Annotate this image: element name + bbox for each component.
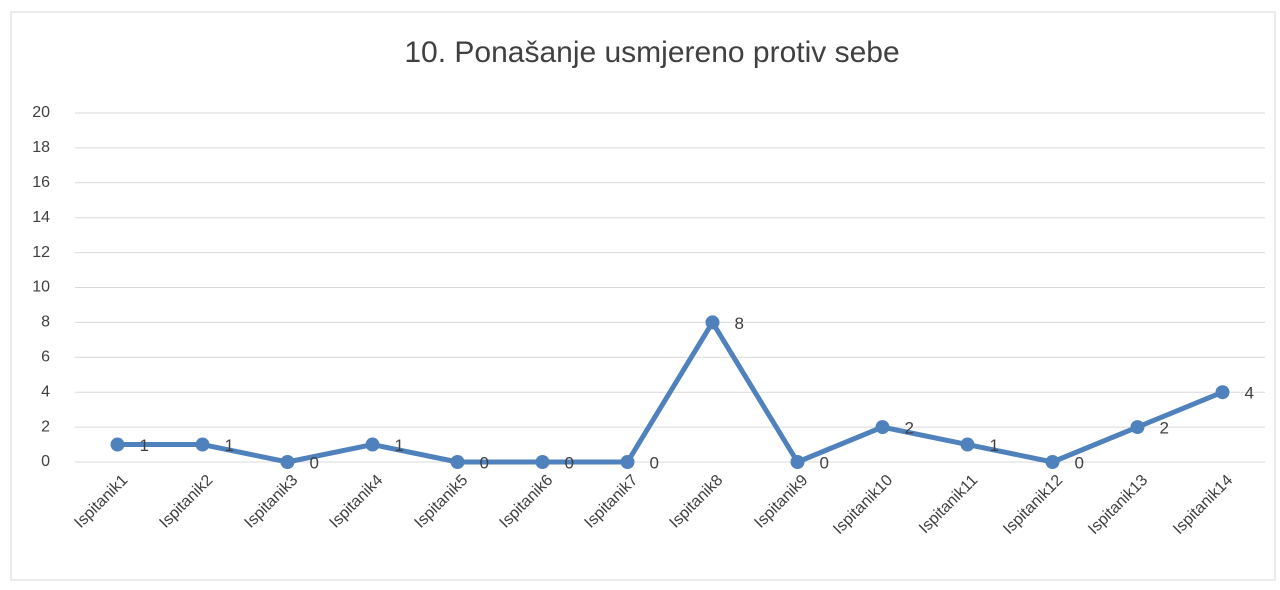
data-label: 1 [990, 436, 999, 455]
marker [450, 455, 465, 469]
data-label: 1 [140, 436, 149, 455]
data-label: 1 [395, 436, 404, 455]
y-tick-label: 6 [41, 349, 50, 366]
data-label: 0 [1075, 453, 1084, 472]
y-tick-label: 10 [32, 279, 50, 296]
y-tick-label: 2 [41, 418, 50, 435]
marker [110, 437, 125, 452]
marker [1215, 385, 1230, 400]
marker [1130, 420, 1145, 435]
marker [280, 455, 295, 469]
chart-frame [10, 11, 1276, 581]
marker [705, 315, 720, 330]
data-label: 8 [735, 314, 744, 333]
y-tick-label: 0 [41, 453, 50, 470]
y-tick-label: 4 [41, 383, 50, 400]
data-label: 2 [905, 419, 914, 438]
y-tick-label: 18 [32, 139, 50, 156]
data-label: 0 [480, 453, 489, 472]
data-label: 0 [650, 453, 659, 472]
data-label: 2 [1160, 419, 1169, 438]
marker [195, 437, 210, 452]
data-label: 0 [820, 453, 829, 472]
marker [620, 455, 635, 469]
marker [535, 455, 550, 469]
y-tick-label: 12 [32, 244, 50, 261]
marker [875, 420, 890, 435]
chart-title: 10. Ponašanje usmjereno protiv sebe [404, 36, 899, 69]
y-tick-label: 20 [32, 104, 50, 121]
y-tick-label: 8 [41, 314, 50, 331]
y-tick-label: 16 [32, 174, 50, 191]
y-tick-label: 14 [32, 209, 50, 226]
line [117, 319, 1224, 465]
data-label: 4 [1245, 384, 1254, 403]
marker [790, 455, 805, 469]
marker [1045, 455, 1060, 469]
data-label: 0 [565, 453, 574, 472]
marker [365, 437, 380, 452]
data-label: 0 [310, 453, 319, 472]
marker [960, 437, 975, 452]
data-label: 1 [225, 436, 234, 455]
